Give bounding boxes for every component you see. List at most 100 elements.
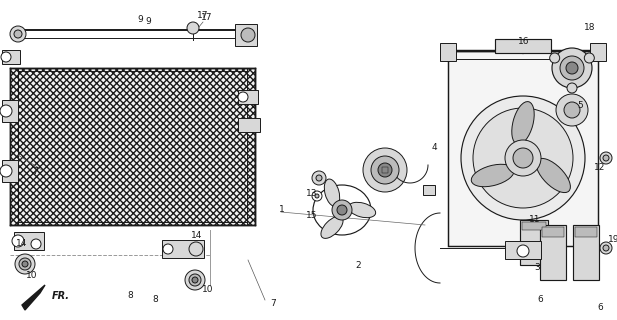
Circle shape xyxy=(22,261,28,267)
Circle shape xyxy=(600,152,612,164)
Ellipse shape xyxy=(349,202,376,218)
Text: 2: 2 xyxy=(355,260,361,269)
Circle shape xyxy=(556,94,588,126)
Bar xyxy=(423,185,435,195)
Bar xyxy=(440,43,456,61)
Bar xyxy=(162,240,204,258)
Circle shape xyxy=(567,83,577,93)
Circle shape xyxy=(1,52,11,62)
Bar xyxy=(235,24,257,46)
Text: 19: 19 xyxy=(608,236,617,244)
Circle shape xyxy=(600,242,612,254)
Bar xyxy=(2,50,20,64)
Text: 13: 13 xyxy=(306,188,318,197)
Bar xyxy=(522,222,546,230)
Circle shape xyxy=(189,242,203,256)
Text: 14: 14 xyxy=(191,230,203,239)
Text: 9: 9 xyxy=(137,15,143,25)
Text: 9: 9 xyxy=(145,17,151,26)
Text: 6: 6 xyxy=(537,295,543,305)
Circle shape xyxy=(603,245,609,251)
Text: 4: 4 xyxy=(431,143,437,153)
Bar xyxy=(238,90,258,104)
Circle shape xyxy=(332,200,352,220)
Bar xyxy=(505,241,541,259)
Circle shape xyxy=(363,148,407,192)
Circle shape xyxy=(378,163,392,177)
Circle shape xyxy=(15,254,35,274)
Text: 17: 17 xyxy=(201,13,213,22)
Text: 6: 6 xyxy=(597,303,603,313)
Circle shape xyxy=(513,148,533,168)
Circle shape xyxy=(473,108,573,208)
Circle shape xyxy=(19,258,31,270)
Circle shape xyxy=(0,105,12,117)
Circle shape xyxy=(192,277,198,283)
Text: 18: 18 xyxy=(584,23,596,33)
Circle shape xyxy=(550,53,560,63)
Circle shape xyxy=(185,270,205,290)
Text: 8: 8 xyxy=(152,295,158,305)
Circle shape xyxy=(337,205,347,215)
Circle shape xyxy=(560,56,584,80)
Circle shape xyxy=(584,53,594,63)
Polygon shape xyxy=(22,285,45,310)
Text: 10: 10 xyxy=(27,270,38,279)
Ellipse shape xyxy=(471,164,514,187)
Bar xyxy=(495,39,551,53)
Circle shape xyxy=(238,92,248,102)
Circle shape xyxy=(505,140,541,176)
Bar xyxy=(238,118,260,132)
Text: 14: 14 xyxy=(16,238,28,247)
Bar xyxy=(540,225,566,280)
Circle shape xyxy=(31,239,41,249)
Text: 7: 7 xyxy=(270,299,276,308)
Circle shape xyxy=(517,245,529,257)
Polygon shape xyxy=(10,68,255,225)
Text: 12: 12 xyxy=(594,164,606,172)
Text: 5: 5 xyxy=(577,101,583,110)
Circle shape xyxy=(241,28,255,42)
Text: 16: 16 xyxy=(518,37,530,46)
Bar xyxy=(575,227,597,237)
Text: 3: 3 xyxy=(534,263,540,273)
Circle shape xyxy=(603,155,609,161)
Ellipse shape xyxy=(536,158,570,193)
Circle shape xyxy=(566,62,578,74)
Text: 15: 15 xyxy=(306,211,318,220)
Ellipse shape xyxy=(511,101,534,144)
Ellipse shape xyxy=(325,179,340,206)
Bar xyxy=(448,51,598,246)
Bar xyxy=(520,220,548,265)
Bar xyxy=(590,43,606,61)
Circle shape xyxy=(10,26,26,42)
Circle shape xyxy=(14,30,22,38)
Ellipse shape xyxy=(321,216,343,238)
Circle shape xyxy=(312,171,326,185)
Bar xyxy=(573,225,599,280)
Bar xyxy=(14,232,44,250)
Text: 11: 11 xyxy=(529,215,540,225)
Bar xyxy=(542,227,564,237)
Circle shape xyxy=(189,274,201,286)
Text: 8: 8 xyxy=(127,291,133,300)
Circle shape xyxy=(12,235,24,247)
Circle shape xyxy=(312,191,322,201)
Circle shape xyxy=(371,156,399,184)
Text: 7: 7 xyxy=(32,167,38,177)
Text: 17: 17 xyxy=(197,12,209,20)
Circle shape xyxy=(315,194,319,198)
Circle shape xyxy=(187,22,199,34)
Circle shape xyxy=(163,244,173,254)
Bar xyxy=(2,160,18,182)
Text: 10: 10 xyxy=(202,285,213,294)
Circle shape xyxy=(316,175,322,181)
Circle shape xyxy=(0,165,12,177)
Circle shape xyxy=(552,48,592,88)
Bar xyxy=(2,100,18,122)
Circle shape xyxy=(564,102,580,118)
Bar xyxy=(382,167,388,173)
Text: 1: 1 xyxy=(279,204,285,213)
Circle shape xyxy=(461,96,585,220)
Text: FR.: FR. xyxy=(52,291,70,301)
